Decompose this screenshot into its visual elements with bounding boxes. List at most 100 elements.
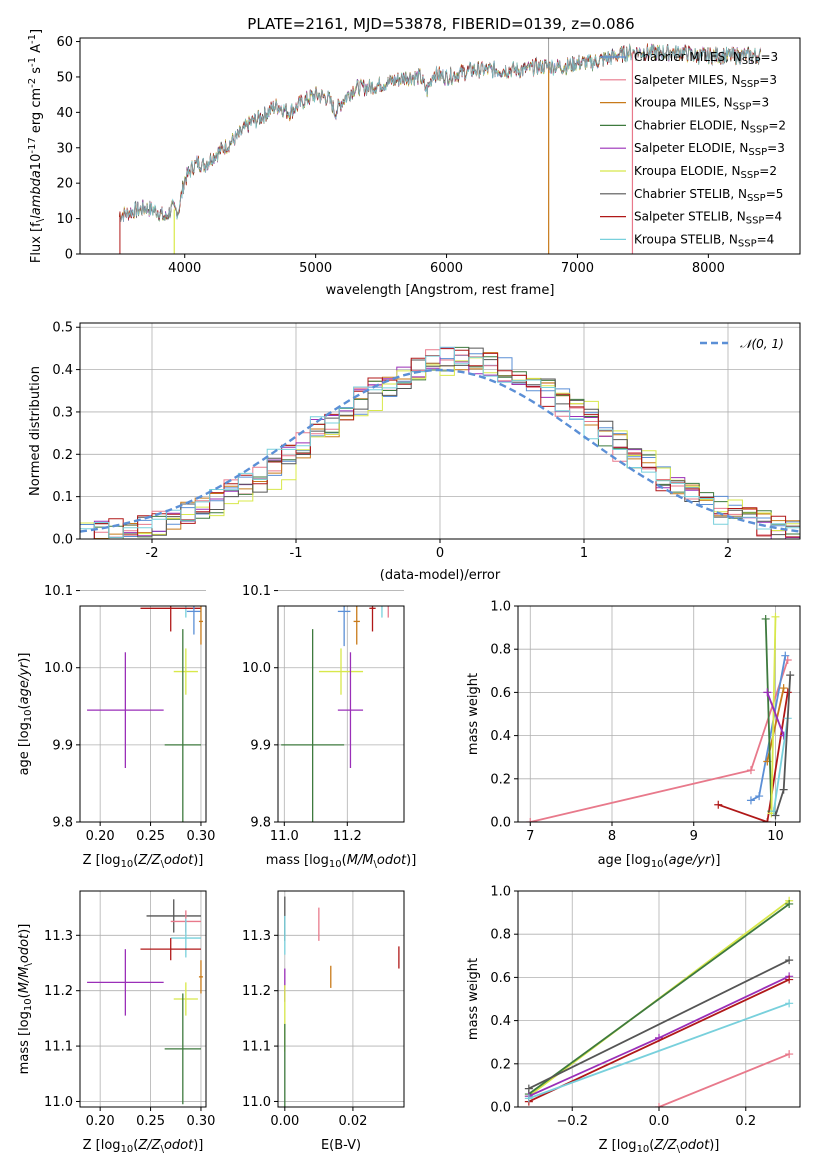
weight-vs-age-xtick-label: 10 [767,829,784,844]
weight-vs-Z-marker [524,1094,533,1103]
spectrum-ytick-label: 60 [56,35,73,50]
weight-vs-age-marker [755,792,764,801]
age-vs-Z-xtick-label: 0.20 [86,829,115,844]
age-vs-mass-errorbar [337,606,351,647]
weight-vs-age-ytick-label: 0.0 [490,816,511,831]
mass-vs-Z-axes: 0.20 0.25 0.30 11.0 11.1 11.2 11.3 Z [log10​(Z/… [17,890,215,1155]
mass-vs-ebv-ytick-label: 11.3 [242,929,271,944]
weight-vs-Z-frame [517,890,801,1108]
spectrum-xtick-label: 5000 [299,261,332,276]
mass-vs-Z-errorbar [170,918,201,958]
residuals-frame [79,322,801,540]
age-vs-mass-errorbar [281,629,345,822]
weight-vs-age-ytick-label: 0.6 [490,686,511,701]
spectrum-ytick-label: 50 [56,70,73,85]
age-vs-Z-frame [79,605,207,823]
legend-label: Salpeter ELODIE, NSSP​=3 [634,141,785,158]
legend-label: Kroupa STELIB, NSSP​=4 [634,232,774,249]
mass-vs-Z-ytick-label: 11.2 [44,984,73,999]
weight-vs-age-marker [771,811,780,820]
spectrum-xlabel: wavelength [Angstrom, rest frame] [326,283,555,298]
weight-vs-age-series-line [772,718,789,812]
age-vs-mass-errorbar [337,652,364,768]
residual-legend-label: 𝒩(0, 1) [740,337,784,351]
weight-vs-age-series-line [766,692,785,736]
age-vs-Z-errorbar [173,648,198,695]
age-vs-Z-xtick-label: 0.25 [136,829,165,844]
age-vs-mass-ytick-label: 10.1 [242,584,271,599]
legend-label: Chabrier ELODIE, NSSP​=2 [634,118,786,135]
age-vs-mass-axes: 11.0 11.2 9.8 9.9 10.0 10.1 mass [log10​(M/M\​… [242,584,416,870]
weight-vs-Z-series-line [528,978,790,1103]
spectrum-title: PLATE=2161, MJD=53878, FIBERID=0139, z=0… [247,15,634,33]
age-vs-mass-frame [277,605,405,823]
legend-label: Kroupa MILES, NSSP​=3 [634,96,769,113]
weight-vs-age-series-line [530,659,789,822]
weight-vs-age-axes: 7 8 9 10 0.0 0.2 0.4 0.6 0.8 1.0 age [log10​(age/y… [466,600,801,870]
weight-vs-age-series-line [770,616,777,814]
mass-vs-ebv-xtick-label: 0.00 [270,1114,299,1129]
mass-vs-ebv-axes: 0.00 0.02 11.0 11.1 11.2 11.3 E(B-V) [242,890,405,1153]
age-vs-mass-errorbar [353,606,360,645]
spectrum-xtick-label: 4000 [168,261,201,276]
age-vs-Z-axes: 0.20 0.25 0.30 9.8 9.9 10.0 10.1 Z [log10​(Z/Z\… [17,584,215,870]
residuals-ytick-label: 0.1 [52,490,73,505]
weight-vs-age-marker [714,800,723,809]
mass-vs-Z-xtick-label: 0.20 [86,1114,115,1129]
mass-vs-Z-ylabel: mass [log10​(M/M\​odot)] [17,924,34,1075]
residuals-ytick-label: 0.4 [52,363,73,378]
weight-vs-age-series-line [718,692,789,822]
spectrum-xtick-label: 7000 [561,261,594,276]
weight-vs-age-marker [763,688,772,697]
mass-vs-Z-points [87,899,203,1105]
weight-vs-age-xtick-label: 7 [526,829,534,844]
mass-vs-Z-errorbar [164,993,201,1105]
weight-vs-Z-marker [785,999,794,1008]
age-vs-Z-errorbar [87,652,164,768]
spectrum-ytick-label: 40 [56,106,73,121]
weight-vs-age-ytick-label: 0.8 [490,643,511,658]
weight-vs-Z-ytick-label: 0.8 [490,928,511,943]
weight-vs-Z-ytick-label: 0.4 [490,1014,511,1029]
normal-reference-curve [80,368,800,533]
weight-vs-age-frame [517,605,801,823]
mass-vs-Z-errorbar [87,949,164,1016]
legend-label: Kroupa ELODIE, NSSP​=2 [634,164,777,181]
weight-vs-age-xtick-label: 9 [690,829,698,844]
weight-vs-Z-xlabel: Z [log10​(Z/Z\​odot)] [599,1138,720,1155]
legend-label: Salpeter STELIB, NSSP​=4 [634,210,782,227]
weight-vs-Z-ytick-label: 0.6 [490,971,511,986]
age-vs-mass-errorbar [318,648,364,695]
legend-label: Chabrier STELIB, NSSP​=5 [634,187,783,204]
mass-vs-Z-errorbar [140,938,201,961]
mass-vs-ebv-frame [277,890,405,1108]
legend-label: Salpeter MILES, NSSP​=3 [634,73,777,90]
weight-vs-Z-ylabel: mass weight [466,958,481,1040]
weight-vs-age-marker [746,796,755,805]
weight-vs-Z-xtick-label: 0.0 [649,1114,670,1129]
weight-vs-age-marker [761,614,770,623]
age-vs-mass-ytick-label: 9.9 [250,738,271,753]
mass-vs-Z-xtick-label: 0.30 [186,1114,215,1129]
weight-vs-Z-marker [785,975,794,984]
weight-vs-age-marker [786,671,795,680]
age-vs-Z-errorbar [140,606,201,632]
residuals-axes: -2 -1 0 1 2 0.0 0.1 0.2 0.3 0.4 0.5 𝒩(0, 1) (data-mo… [28,321,801,583]
age-vs-Z-points [87,606,203,822]
age-vs-mass-xtick-label: 11.2 [333,829,362,844]
mass-vs-Z-ytick-label: 11.0 [44,1095,73,1110]
age-vs-mass-ytick-label: 9.8 [250,816,271,831]
spectrum-xtick-label: 8000 [692,261,725,276]
spectrum-xtick-label: 6000 [430,261,463,276]
weight-vs-age-marker [771,612,780,621]
age-vs-Z-errorbar [198,606,203,645]
mass-vs-ebv-xlabel: E(B-V) [321,1138,361,1153]
residuals-ytick-label: 0.5 [52,321,73,336]
mass-vs-Z-errorbar [173,982,198,1016]
age-vs-Z-xtick-label: 0.30 [186,829,215,844]
mass-vs-Z-xlabel: Z [log10​(Z/Z\​odot)] [83,1138,204,1155]
age-vs-Z-errorbar [186,606,201,635]
age-vs-Z-ytick-label: 9.8 [52,816,73,831]
mass-vs-ebv-xtick-label: 0.02 [338,1114,367,1129]
weight-vs-age-ylabel: mass weight [466,673,481,755]
